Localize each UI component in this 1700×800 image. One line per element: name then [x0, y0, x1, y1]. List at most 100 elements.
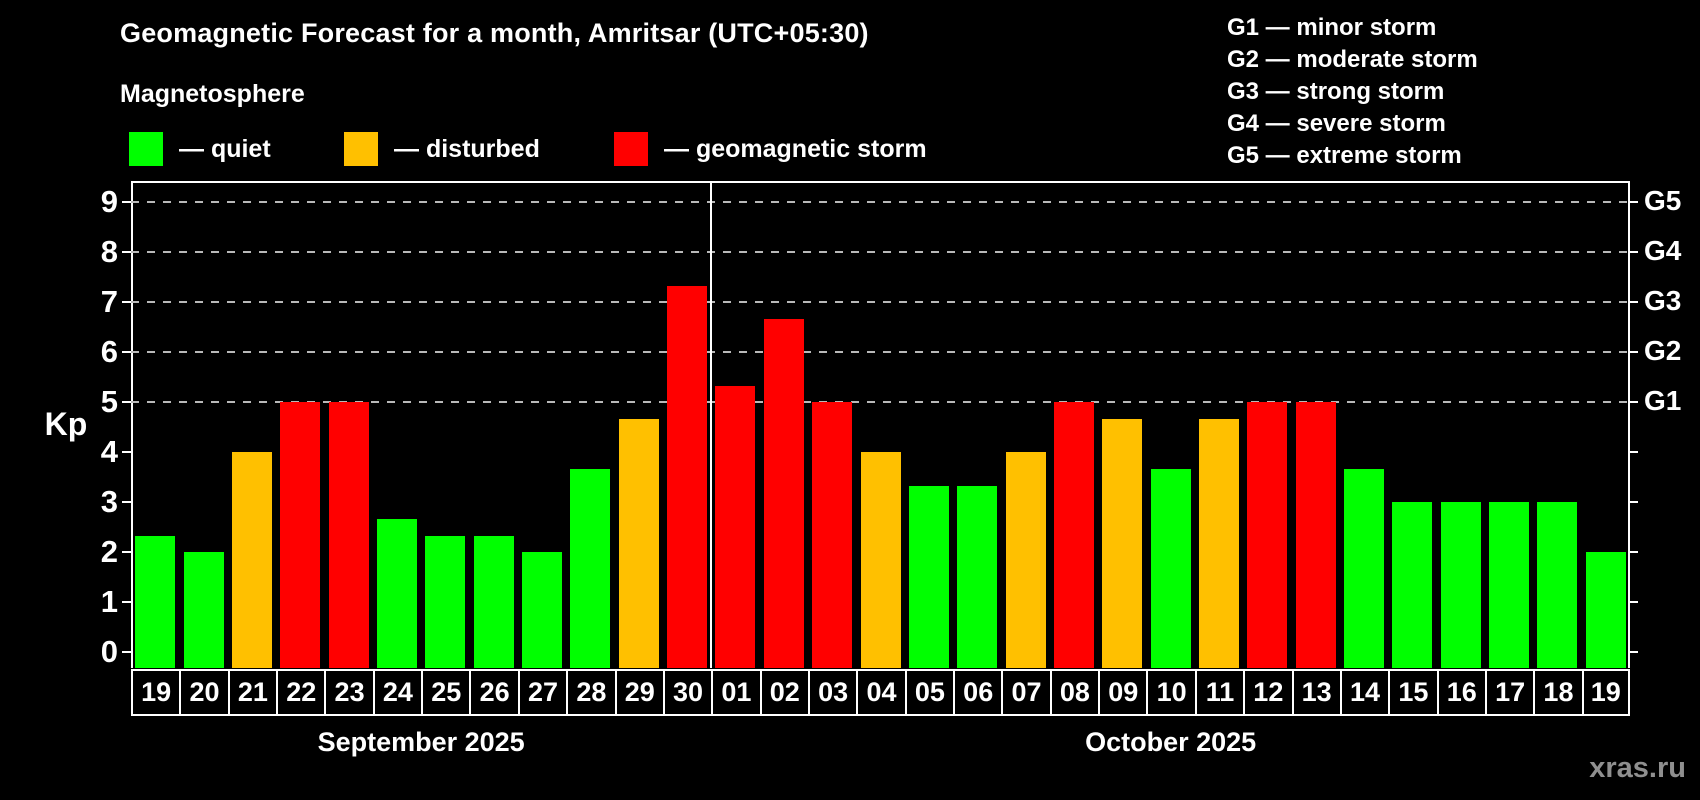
kp-bar-30	[667, 285, 708, 668]
day-label-cell: 19	[131, 669, 182, 716]
kp-bar-13	[1295, 402, 1336, 668]
y-axis-tick-label: 4	[100, 434, 118, 469]
right-axis-tick	[1629, 351, 1638, 353]
day-label-cell: 15	[1388, 669, 1439, 716]
kp-bar-21	[231, 452, 272, 668]
legend-label-quiet: — quiet	[179, 134, 271, 163]
kp-bar-11	[1198, 418, 1239, 668]
storm-scale-legend: G1 — minor storm G2 — moderate storm G3 — …	[1227, 12, 1478, 172]
right-axis-tick	[1629, 301, 1638, 303]
kp-bar-12	[1247, 402, 1288, 668]
y-axis-tick	[122, 551, 131, 553]
right-axis-tick	[1629, 501, 1638, 503]
day-label-cell: 06	[953, 669, 1004, 716]
kp-bar-09	[1102, 418, 1143, 668]
y-axis-tick	[122, 651, 131, 653]
y-axis-tick	[122, 251, 131, 253]
legend-label-storm: — geomagnetic storm	[664, 134, 927, 163]
kp-bar-25	[425, 535, 466, 668]
storm-scale-item: G3 — strong storm	[1227, 78, 1445, 105]
day-label-cell: 16	[1436, 669, 1487, 716]
y-axis-tick	[122, 501, 131, 503]
kp-bar-04	[860, 452, 901, 668]
day-label-cell: 11	[1194, 669, 1246, 716]
day-label-cell: 13	[1291, 669, 1342, 716]
y-axis-tick-label: 1	[100, 584, 118, 619]
day-label-cell: 01	[711, 669, 762, 716]
kp-bar-08	[1053, 402, 1094, 668]
watermark: xras.ru	[1589, 752, 1686, 784]
y-axis-tick-label: 7	[100, 284, 118, 319]
day-label-cell: 28	[566, 669, 617, 716]
y-axis-tick	[122, 451, 131, 453]
kp-bar-15	[1392, 502, 1433, 668]
legend-item-storm: — geomagnetic storm	[614, 132, 927, 166]
y-axis-tick	[122, 201, 131, 203]
y-axis-tick-label: 9	[100, 184, 118, 219]
g-axis-label-g3: G3	[1644, 285, 1682, 316]
kp-bar-06	[957, 485, 998, 668]
day-label-cell: 29	[614, 669, 665, 716]
day-label-cell: 27	[517, 669, 569, 716]
gridline-kp7	[131, 301, 1630, 303]
y-axis-tick	[122, 601, 131, 603]
day-label-cell: 26	[469, 669, 520, 716]
g-axis-label-g4: G4	[1644, 235, 1682, 266]
plot-area	[131, 181, 1630, 668]
legend-label-disturbed: — disturbed	[394, 134, 540, 163]
day-label-cell: 25	[421, 669, 472, 716]
legend-item-quiet: — quiet	[129, 132, 271, 166]
day-label-cell: 02	[759, 669, 810, 716]
kp-bar-26	[473, 535, 514, 668]
kp-bar-24	[376, 518, 417, 668]
kp-bar-29	[618, 418, 659, 668]
right-axis-tick	[1629, 651, 1638, 653]
kp-bar-16	[1440, 502, 1481, 668]
kp-bar-22	[280, 402, 321, 668]
right-axis-tick	[1629, 251, 1638, 253]
gridline-kp9	[131, 201, 1630, 203]
legend-swatch-quiet	[129, 132, 163, 166]
day-label-cell: 20	[179, 669, 230, 716]
kp-bar-14	[1344, 468, 1385, 668]
legend-swatch-storm	[614, 132, 648, 166]
day-label-cell: 17	[1484, 669, 1536, 716]
day-label-cell: 30	[662, 669, 714, 716]
kp-bar-03	[812, 402, 853, 668]
right-axis-tick	[1629, 451, 1638, 453]
g-axis-label-g2: G2	[1644, 335, 1682, 366]
right-axis-tick	[1629, 601, 1638, 603]
storm-scale-item: G4 — severe storm	[1227, 110, 1446, 137]
kp-bar-02	[763, 318, 804, 668]
y-axis-tick-label: 5	[100, 384, 118, 419]
y-axis-tick	[122, 401, 131, 403]
y-axis-tick-label: 0	[100, 634, 118, 669]
legend-swatch-disturbed	[344, 132, 378, 166]
kp-bar-07	[1005, 452, 1046, 668]
y-axis-tick-label: 2	[100, 534, 118, 569]
day-label-cell: 07	[1001, 669, 1052, 716]
month-label: October 2025	[1085, 727, 1257, 757]
day-label-cell: 21	[227, 669, 279, 716]
day-label-cell: 19	[1581, 669, 1630, 716]
day-label-cell: 10	[1146, 669, 1197, 716]
month-label: September 2025	[317, 727, 525, 757]
gridline-kp5	[131, 401, 1630, 403]
y-axis-tick	[122, 351, 131, 353]
day-label-cell: 23	[324, 669, 375, 716]
y-axis-tick-label: 8	[100, 234, 118, 269]
g-axis-label-g5: G5	[1644, 185, 1682, 216]
legend-item-disturbed: — disturbed	[344, 132, 540, 166]
kp-bar-27	[522, 552, 563, 668]
day-label-cell: 22	[276, 669, 327, 716]
y-axis-tick	[122, 301, 131, 303]
kp-bar-01	[715, 385, 756, 668]
chart-title: Geomagnetic Forecast for a month, Amrits…	[120, 18, 869, 48]
gridline-kp6	[131, 351, 1630, 353]
day-label-cell: 08	[1049, 669, 1101, 716]
storm-scale-item: G5 — extreme storm	[1227, 142, 1462, 169]
y-axis-tick-label: 3	[100, 484, 118, 519]
storm-scale-item: G1 — minor storm	[1227, 14, 1437, 41]
kp-bar-23	[328, 402, 369, 668]
kp-bar-10	[1150, 468, 1191, 668]
